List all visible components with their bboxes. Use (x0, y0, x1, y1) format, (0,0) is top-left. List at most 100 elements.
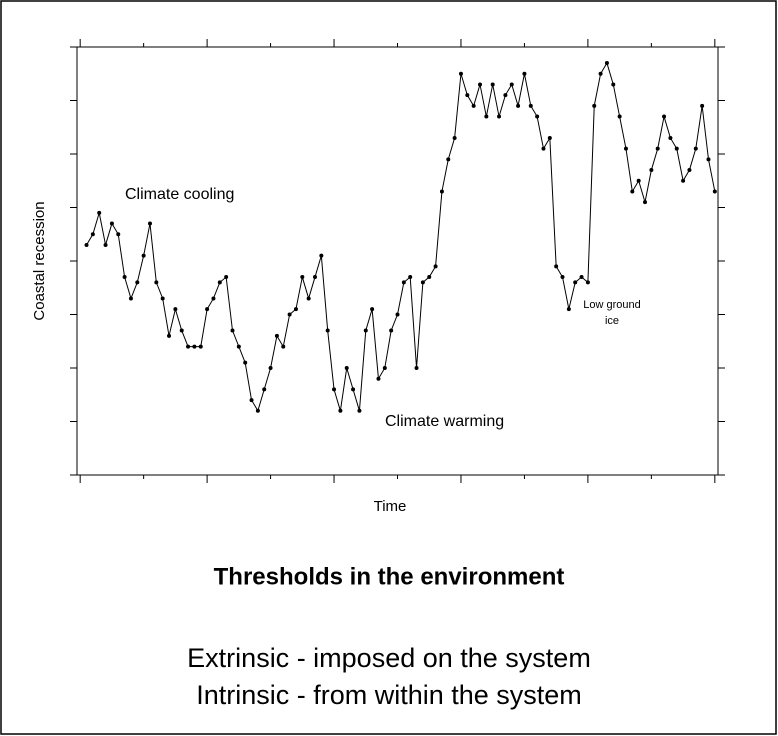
data-point (509, 82, 514, 87)
data-point (592, 103, 597, 108)
slide-line: Intrinsic - from within the system (196, 680, 582, 710)
data-point (332, 387, 337, 392)
data-point (135, 280, 140, 285)
data-point (503, 93, 508, 98)
data-point (566, 307, 571, 312)
data-point (478, 82, 483, 87)
data-point (674, 146, 679, 151)
data-point (541, 146, 546, 151)
data-point (306, 296, 311, 301)
data-point (700, 103, 705, 108)
data-point (198, 344, 203, 349)
data-point (395, 312, 400, 317)
data-point (217, 280, 222, 285)
data-point (636, 178, 641, 183)
data-point (547, 135, 552, 140)
data-point (611, 82, 616, 87)
data-point (90, 232, 95, 237)
data-point (649, 168, 654, 173)
data-point (211, 296, 216, 301)
data-point (230, 328, 235, 333)
data-point (490, 82, 495, 87)
data-point (186, 344, 191, 349)
data-point (471, 103, 476, 108)
data-point (401, 280, 406, 285)
data-point (655, 146, 660, 151)
data-point (389, 328, 394, 333)
data-point (681, 178, 686, 183)
data-point (109, 221, 114, 226)
data-point (420, 280, 425, 285)
data-line (86, 61, 716, 413)
data-point (122, 275, 127, 280)
data-point (630, 189, 635, 194)
data-point (604, 61, 609, 66)
data-point (598, 71, 603, 76)
data-point (344, 366, 349, 370)
data-point (84, 242, 89, 247)
data-point (154, 280, 159, 285)
data-point (452, 135, 457, 140)
data-point (338, 408, 343, 413)
data-point (516, 103, 521, 108)
data-point (535, 114, 540, 119)
data-point (484, 114, 489, 119)
data-point (643, 200, 648, 205)
annotation: Low ground (583, 299, 641, 311)
data-point (116, 232, 121, 237)
data-point (236, 344, 241, 349)
data-point (363, 328, 368, 333)
data-point (312, 275, 317, 280)
data-point (376, 376, 381, 381)
data-point (192, 344, 197, 349)
data-point (579, 275, 584, 280)
data-point (414, 366, 419, 370)
data-point (706, 157, 711, 162)
data-point (465, 93, 470, 98)
data-point (693, 146, 698, 151)
slide-line: Extrinsic - imposed on the system (187, 643, 591, 673)
data-point (351, 387, 356, 392)
data-point (97, 210, 102, 215)
data-point (458, 71, 463, 76)
data-point (173, 307, 178, 312)
data-point (623, 146, 628, 151)
data-point (249, 398, 254, 403)
data-point (662, 114, 667, 119)
data-point (300, 275, 305, 280)
data-point (712, 189, 717, 194)
data-point (287, 312, 292, 317)
data-point (160, 296, 165, 301)
data-point (243, 360, 248, 365)
data-point (262, 387, 267, 392)
data-point (433, 264, 438, 269)
data-point (357, 408, 362, 413)
data-point (446, 157, 451, 162)
data-point (255, 408, 260, 413)
data-point (573, 280, 578, 285)
data-point (585, 280, 590, 285)
annotation: Climate warming (385, 413, 504, 430)
annotation: Climate cooling (125, 186, 234, 203)
slide-heading: Thresholds in the environment (214, 563, 565, 590)
data-point (268, 366, 273, 370)
data-point (560, 275, 565, 280)
y-axis-label: Coastal recession (31, 201, 48, 320)
data-point (687, 168, 692, 173)
data-point (319, 253, 324, 258)
x-axis-label: Time (374, 498, 407, 515)
data-point (179, 328, 184, 333)
data-point (128, 296, 133, 301)
data-point (408, 275, 413, 280)
data-point (427, 275, 432, 280)
data-point (325, 328, 330, 333)
data-point (274, 333, 279, 338)
data-point (497, 114, 502, 119)
data-point (224, 275, 229, 280)
data-point (205, 307, 210, 312)
data-point (293, 307, 298, 312)
data-point (554, 264, 559, 269)
data-point (617, 114, 622, 119)
